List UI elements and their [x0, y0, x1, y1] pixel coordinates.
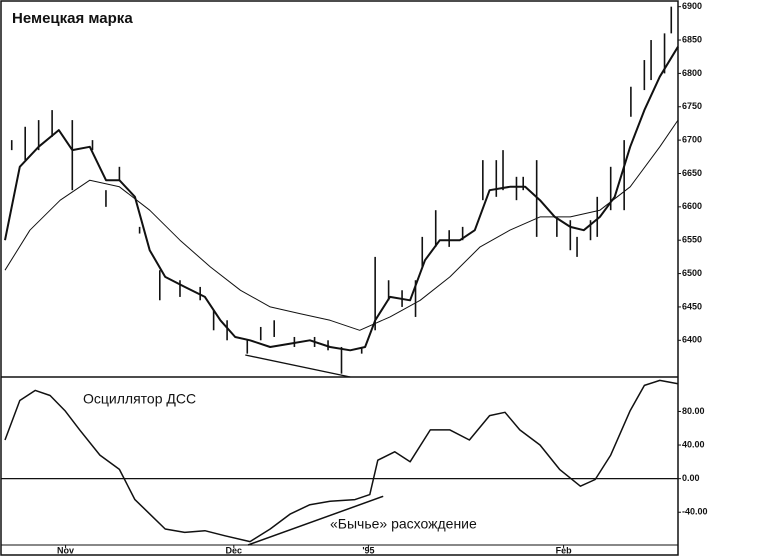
y-tick-label: 0.00 — [682, 473, 700, 483]
y-tick-label: 6800 — [682, 68, 702, 78]
line — [245, 354, 351, 378]
chart-title: Немецкая марка — [12, 10, 133, 27]
frame — [0, 0, 679, 556]
annotation: Осциллятор ДСС — [83, 391, 196, 407]
line — [4, 46, 679, 352]
y-tick-label: 6650 — [682, 168, 702, 178]
line — [247, 495, 384, 546]
x-tick-label: Feb — [556, 545, 573, 555]
x-tick-label: Dec — [226, 545, 243, 555]
y-tick-label: 80.00 — [682, 406, 705, 416]
line — [4, 379, 679, 543]
y-tick-label: 6450 — [682, 301, 702, 311]
y-tick-label: -40.00 — [682, 507, 708, 517]
y-tick-label: 6750 — [682, 101, 702, 111]
line — [4, 119, 679, 331]
y-tick-label: 6550 — [682, 235, 702, 245]
annotation: «Бычье» расхождение — [330, 516, 477, 532]
x-tick-label: '95 — [362, 545, 374, 555]
y-tick-label: 6500 — [682, 268, 702, 278]
y-tick-label: 6850 — [682, 34, 702, 44]
y-tick-label: 6600 — [682, 201, 702, 211]
y-tick-label: 6900 — [682, 1, 702, 11]
y-tick-label: 40.00 — [682, 439, 705, 449]
y-tick-label: 6700 — [682, 134, 702, 144]
y-tick-label: 6400 — [682, 335, 702, 345]
x-tick-label: Nov — [57, 545, 74, 555]
